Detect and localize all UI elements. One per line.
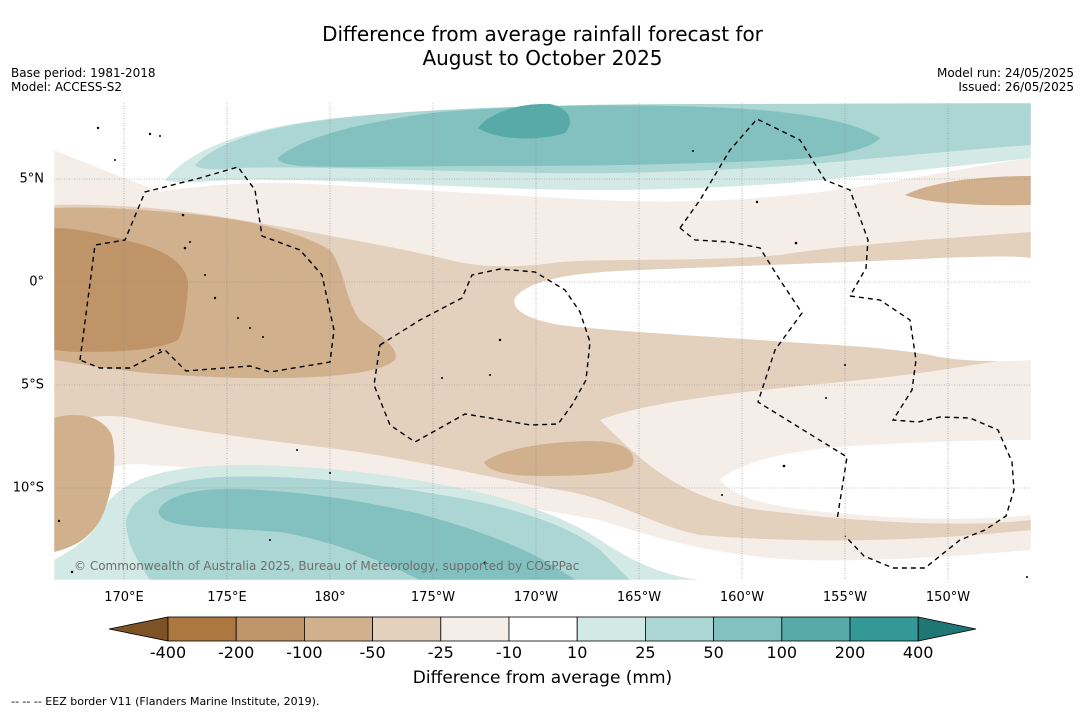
x-tick-label: 160°W: [719, 590, 765, 605]
y-tick-label: 10°S: [12, 480, 44, 496]
y-tick-label: 0°: [29, 274, 44, 290]
colorbar-extend-low: [108, 616, 169, 642]
contour-brown-50-south: [484, 441, 634, 476]
colorbar-segment: [576, 616, 646, 642]
x-tick-label: 155°W: [822, 590, 868, 605]
colorbar-segment: [781, 616, 851, 642]
eez-legend-note: -- -- -- EEZ border V11 (Flanders Marine…: [11, 695, 320, 708]
x-tick-label: 175°E: [207, 590, 247, 605]
colorbar-segment: [440, 616, 510, 642]
colorbar-title: Difference from average (mm): [412, 668, 673, 688]
map-title: Difference from average rainfall forecas…: [0, 22, 1085, 70]
title-line-2: August to October 2025: [422, 46, 663, 70]
contour-teal-100-top: [478, 103, 570, 139]
colorbar-tick-label: -50: [359, 643, 386, 662]
colorbar-segment: [167, 616, 237, 642]
colorbar-tick-label: -10: [495, 643, 523, 662]
meta-left: Base period: 1981-2018 Model: ACCESS-S2: [11, 66, 156, 94]
y-tick-label: 5°N: [19, 171, 45, 187]
colorbar-tick-label: 200: [834, 643, 866, 662]
x-tick-label: 175°W: [410, 590, 456, 605]
colorbar: [108, 616, 977, 642]
colorbar-tick-label: 400: [902, 643, 934, 662]
colorbar-tick-label: 10: [567, 643, 588, 662]
colorbar-tick-label: -400: [149, 643, 187, 662]
colorbar-segment: [849, 616, 919, 642]
colorbar-segment: [508, 616, 578, 642]
issued-date: Issued: 26/05/2025: [958, 80, 1074, 94]
map-frame: [53, 102, 1032, 581]
x-tick-label: 165°W: [616, 590, 662, 605]
contour-brown-100-west: [54, 228, 189, 352]
graticule: [54, 103, 1031, 580]
model-run: Model run: 24/05/2025: [936, 66, 1074, 80]
base-period: Base period: 1981-2018: [11, 66, 156, 80]
contour-white-south-east: [720, 440, 1031, 519]
x-tick-label: 170°E: [104, 590, 144, 605]
contour-teal-50-bottom: [158, 488, 578, 580]
x-tick-label: 170°W: [513, 590, 559, 605]
islands: [57, 126, 1028, 578]
copyright-notice: © Commonwealth of Australia 2025, Bureau…: [74, 559, 580, 573]
colorbar-segment: [645, 616, 715, 642]
contour-white-east: [514, 256, 1031, 362]
model-name: Model: ACCESS-S2: [11, 80, 123, 94]
colorbar-segment: [303, 616, 373, 642]
contour-brown-50-northeast: [905, 176, 1031, 206]
colorbar-tick-label: -100: [286, 643, 323, 662]
title-line-1: Difference from average rainfall forecas…: [322, 22, 763, 46]
colorbar-tick-label: -25: [427, 643, 454, 662]
contour-brown-50-southwest: [54, 414, 115, 552]
colorbar-segment: [235, 616, 305, 642]
x-tick-label: 150°W: [925, 590, 971, 605]
y-tick-label: 5°S: [20, 377, 44, 393]
colorbar-tick-label: 50: [703, 643, 724, 662]
x-tick-label: 180°: [314, 590, 346, 605]
colorbar-segment: [372, 616, 442, 642]
map-field: [54, 103, 1031, 580]
colorbar-tick-label: 100: [766, 643, 798, 662]
colorbar-tick-label: 25: [635, 643, 656, 662]
colorbar-tick-label: -200: [218, 643, 255, 662]
colorbar-segment: [713, 616, 783, 642]
eez-borders: [79, 118, 1015, 569]
colorbar-extend-high: [917, 616, 977, 642]
meta-right: Model run: 24/05/2025 Issued: 26/05/2025: [937, 66, 1074, 94]
